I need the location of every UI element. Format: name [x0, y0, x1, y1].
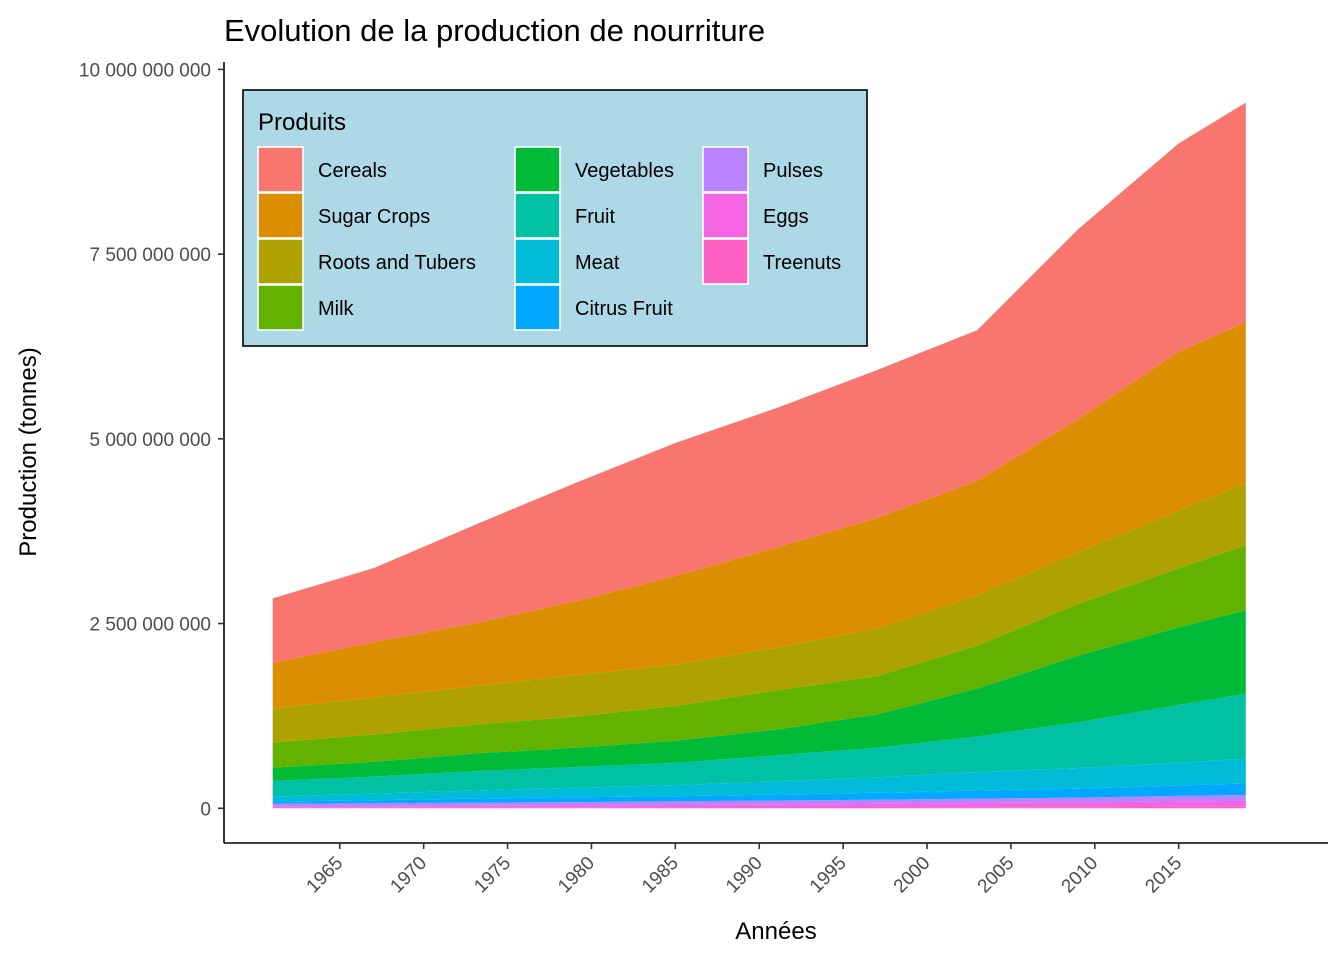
x-tick-label: 2010: [1058, 853, 1103, 898]
x-tick-label: 1985: [638, 853, 683, 898]
chart-title: Evolution de la production de nourriture: [224, 13, 765, 48]
legend-key-meat: [514, 238, 561, 285]
area-roots-and-tubers: [272, 483, 1246, 743]
legend-title: Produits: [258, 109, 346, 136]
legend-label-citrus-fruit: Citrus Fruit: [575, 298, 673, 320]
area-eggs: [272, 800, 1246, 808]
area-milk: [272, 545, 1246, 768]
legend-label-sugar-crops: Sugar Crops: [318, 206, 430, 228]
legend-key-vegetables: [514, 146, 561, 193]
area-treenuts: [272, 806, 1246, 809]
x-axis-ticks: 1965 1970 1975 1980 1985 1990 1995 2000 2005 2010…: [303, 843, 1186, 898]
legend-label-eggs: Eggs: [763, 206, 809, 228]
area-pulses: [272, 795, 1246, 807]
x-tick-label: 1975: [470, 853, 515, 898]
x-tick-label: 1990: [722, 853, 767, 898]
y-tick-label: 5 000 000 000: [89, 430, 211, 451]
area-fruit: [272, 693, 1246, 797]
x-tick-label: 1970: [386, 853, 431, 898]
legend-key-fruit: [514, 192, 561, 239]
area-cereals: [272, 102, 1246, 663]
legend-key-treenuts: [702, 238, 749, 285]
legend: Produits Cereals Sugar Crops Roots and Tub…: [242, 89, 868, 347]
legend-label-vegetables: Vegetables: [575, 160, 674, 182]
x-axis-title: Années: [735, 918, 816, 945]
legend-key-citrus-fruit: [514, 284, 561, 331]
x-tick-label: 2000: [890, 853, 935, 898]
area-vegetables: [272, 610, 1246, 781]
legend-key-milk: [257, 284, 304, 331]
x-tick-label: 2005: [974, 853, 1019, 898]
legend-label-fruit: Fruit: [575, 206, 615, 228]
legend-key-eggs: [702, 192, 749, 239]
x-tick-label: 1980: [554, 853, 599, 898]
x-tick-label: 1995: [806, 853, 851, 898]
y-tick-label: 2 500 000 000: [89, 615, 211, 636]
area-sugar-crops: [272, 322, 1246, 709]
legend-key-pulses: [702, 146, 749, 193]
legend-label-roots-and-tubers: Roots and Tubers: [318, 252, 476, 274]
legend-key-cereals: [257, 146, 304, 193]
legend-key-roots-and-tubers: [257, 238, 304, 285]
legend-label-treenuts: Treenuts: [763, 252, 841, 274]
legend-key-sugar-crops: [257, 192, 304, 239]
x-tick-label: 1965: [303, 853, 348, 898]
legend-label-milk: Milk: [318, 298, 355, 320]
legend-label-pulses: Pulses: [763, 160, 823, 182]
x-tick-label: 2015: [1141, 853, 1186, 898]
area-citrus-fruit: [272, 783, 1246, 804]
legend-label-cereals: Cereals: [318, 160, 387, 182]
y-axis-ticks: 0 2 500 000 000 5 000 000 000 7 500 000 000…: [79, 60, 224, 820]
y-axis-title: Production (tonnes): [15, 347, 42, 556]
y-tick-label: 10 000 000 000: [79, 60, 211, 81]
y-tick-label: 0: [200, 799, 211, 820]
legend-label-meat: Meat: [575, 252, 620, 274]
area-layers: [272, 102, 1246, 809]
legend-items: Cereals Sugar Crops Roots and Tubers Milk Ve…: [257, 146, 841, 331]
area-meat: [272, 758, 1246, 802]
y-tick-label: 7 500 000 000: [89, 245, 211, 266]
